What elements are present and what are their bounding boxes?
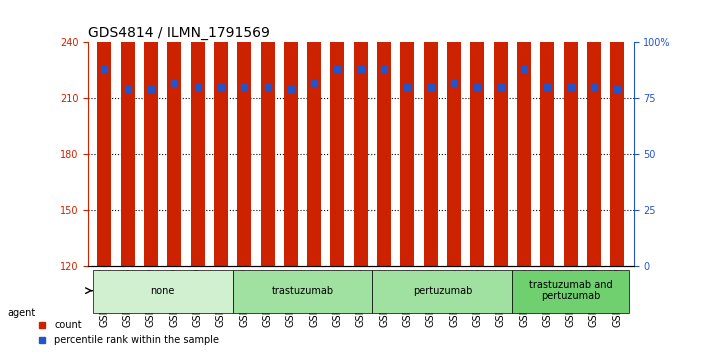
Point bbox=[145, 87, 156, 92]
FancyBboxPatch shape bbox=[93, 270, 232, 313]
Point bbox=[425, 84, 436, 90]
Point bbox=[495, 84, 506, 90]
Point bbox=[285, 87, 296, 92]
Point bbox=[262, 84, 273, 90]
Point bbox=[239, 84, 250, 90]
Point bbox=[215, 84, 227, 90]
Point bbox=[308, 80, 320, 86]
Point bbox=[402, 84, 413, 90]
Point bbox=[356, 67, 367, 72]
Bar bbox=[97, 0, 111, 266]
Bar bbox=[610, 0, 624, 266]
Text: agent: agent bbox=[7, 308, 35, 318]
Text: none: none bbox=[151, 286, 175, 296]
Bar bbox=[214, 0, 228, 266]
Bar bbox=[307, 0, 321, 266]
Point bbox=[332, 67, 343, 72]
Point bbox=[472, 84, 483, 90]
Bar bbox=[587, 0, 601, 266]
Bar bbox=[330, 0, 344, 266]
Point bbox=[565, 84, 577, 90]
Point bbox=[518, 67, 529, 72]
Bar bbox=[377, 0, 391, 266]
Text: trastuzumab and
pertuzumab: trastuzumab and pertuzumab bbox=[529, 280, 612, 302]
FancyBboxPatch shape bbox=[232, 270, 372, 313]
Bar bbox=[541, 0, 554, 266]
Text: trastuzumab: trastuzumab bbox=[272, 286, 334, 296]
Text: pertuzumab: pertuzumab bbox=[413, 286, 472, 296]
Bar bbox=[470, 0, 484, 266]
Point bbox=[541, 84, 553, 90]
Bar bbox=[237, 0, 251, 266]
Bar bbox=[284, 0, 298, 266]
Point bbox=[99, 67, 110, 72]
Point bbox=[192, 84, 203, 90]
Bar bbox=[447, 0, 461, 266]
Point bbox=[379, 67, 390, 72]
Bar bbox=[260, 0, 275, 266]
FancyBboxPatch shape bbox=[372, 270, 513, 313]
Legend: count, percentile rank within the sample: count, percentile rank within the sample bbox=[33, 316, 223, 349]
Point bbox=[589, 84, 600, 90]
Bar bbox=[144, 0, 158, 266]
Bar bbox=[401, 0, 415, 266]
Text: GDS4814 / ILMN_1791569: GDS4814 / ILMN_1791569 bbox=[88, 26, 270, 40]
Bar bbox=[517, 0, 531, 266]
Point bbox=[612, 87, 623, 92]
Bar bbox=[354, 0, 367, 266]
Point bbox=[122, 87, 133, 92]
Bar bbox=[120, 0, 134, 266]
Point bbox=[169, 80, 180, 86]
FancyBboxPatch shape bbox=[513, 270, 629, 313]
Bar bbox=[168, 0, 181, 266]
Bar bbox=[494, 0, 508, 266]
Bar bbox=[424, 0, 438, 266]
Bar bbox=[191, 0, 205, 266]
Point bbox=[448, 80, 460, 86]
Bar bbox=[564, 0, 578, 266]
